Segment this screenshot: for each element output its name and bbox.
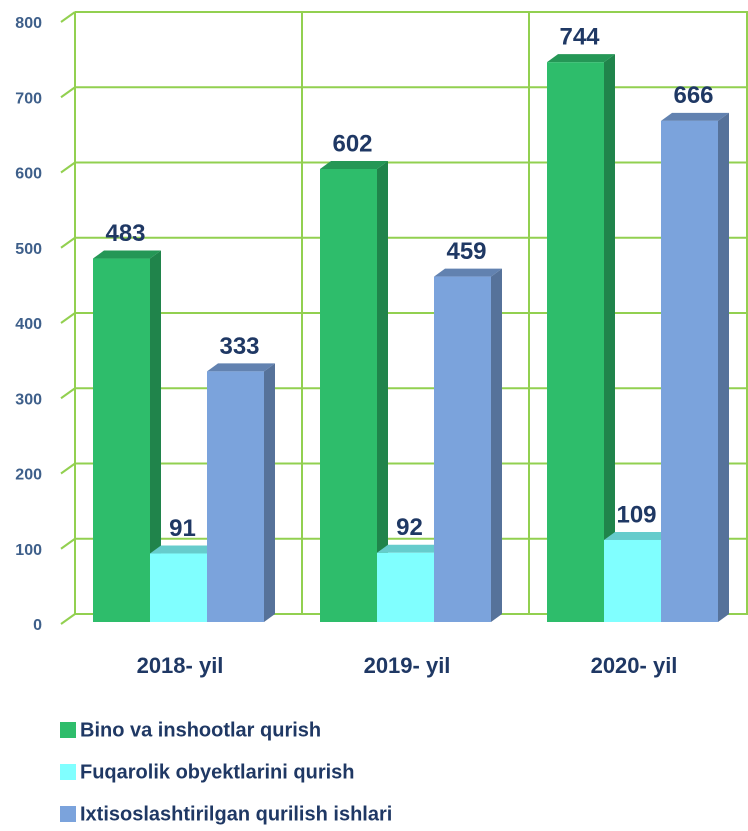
x-tick-label: 2018- yil bbox=[137, 653, 224, 678]
y-tick-label: 0 bbox=[33, 617, 42, 634]
data-label: 744 bbox=[559, 23, 600, 50]
bar-top bbox=[207, 363, 275, 372]
legend-swatch bbox=[60, 722, 76, 738]
data-label: 92 bbox=[396, 514, 423, 541]
x-tick-label: 2019- yil bbox=[364, 653, 451, 678]
bar bbox=[604, 539, 661, 622]
data-label: 602 bbox=[332, 130, 372, 157]
legend-label: Ixtisoslashtirilgan qurilish ishlari bbox=[80, 803, 392, 825]
y-tick-label: 100 bbox=[15, 542, 42, 559]
bar-top bbox=[434, 268, 502, 277]
grid-line bbox=[60, 462, 76, 475]
data-label: 483 bbox=[105, 220, 145, 247]
bar bbox=[377, 552, 434, 622]
bar bbox=[434, 276, 491, 622]
bar-top bbox=[661, 112, 729, 121]
bar-top bbox=[547, 54, 615, 63]
bar bbox=[320, 168, 377, 622]
y-tick-label: 400 bbox=[15, 316, 42, 333]
bar bbox=[547, 62, 604, 622]
data-label: 333 bbox=[219, 333, 259, 360]
grid-line bbox=[60, 86, 76, 99]
bar-top bbox=[150, 545, 218, 554]
bar-top bbox=[320, 160, 388, 169]
grid-line bbox=[60, 11, 76, 23]
bar-side bbox=[718, 112, 729, 623]
y-tick-label: 500 bbox=[15, 241, 42, 258]
legend-label: Fuqarolik obyektlarini qurish bbox=[80, 761, 355, 783]
grid-line bbox=[60, 161, 76, 174]
bar-top bbox=[377, 544, 445, 553]
bar-side bbox=[377, 160, 388, 622]
grid-line bbox=[60, 236, 76, 249]
y-tick-label: 800 bbox=[15, 15, 42, 32]
bar bbox=[150, 553, 207, 622]
bar-side bbox=[491, 268, 502, 622]
bar bbox=[207, 371, 264, 622]
legend-swatch bbox=[60, 764, 76, 780]
bar-top bbox=[93, 250, 161, 259]
grid-line bbox=[60, 387, 76, 400]
bar-side bbox=[150, 250, 161, 623]
data-label: 666 bbox=[673, 82, 713, 109]
grid-line bbox=[60, 613, 76, 625]
data-label: 91 bbox=[169, 515, 196, 542]
grid-line bbox=[60, 312, 76, 324]
legend-swatch bbox=[60, 806, 76, 822]
bar-side bbox=[604, 54, 615, 622]
legend-label: Bino va inshootlar qurish bbox=[80, 719, 321, 741]
bar bbox=[661, 120, 718, 623]
y-tick-label: 600 bbox=[15, 166, 42, 183]
data-label: 459 bbox=[446, 238, 486, 265]
bar-top bbox=[604, 531, 672, 540]
x-tick-label: 2020- yil bbox=[591, 653, 678, 678]
y-tick-label: 200 bbox=[15, 467, 42, 484]
bar-side bbox=[264, 363, 275, 622]
bar bbox=[93, 258, 150, 622]
grid-line bbox=[60, 537, 76, 550]
y-tick-label: 300 bbox=[15, 391, 42, 408]
data-label: 109 bbox=[616, 501, 656, 528]
y-tick-label: 700 bbox=[15, 90, 42, 107]
